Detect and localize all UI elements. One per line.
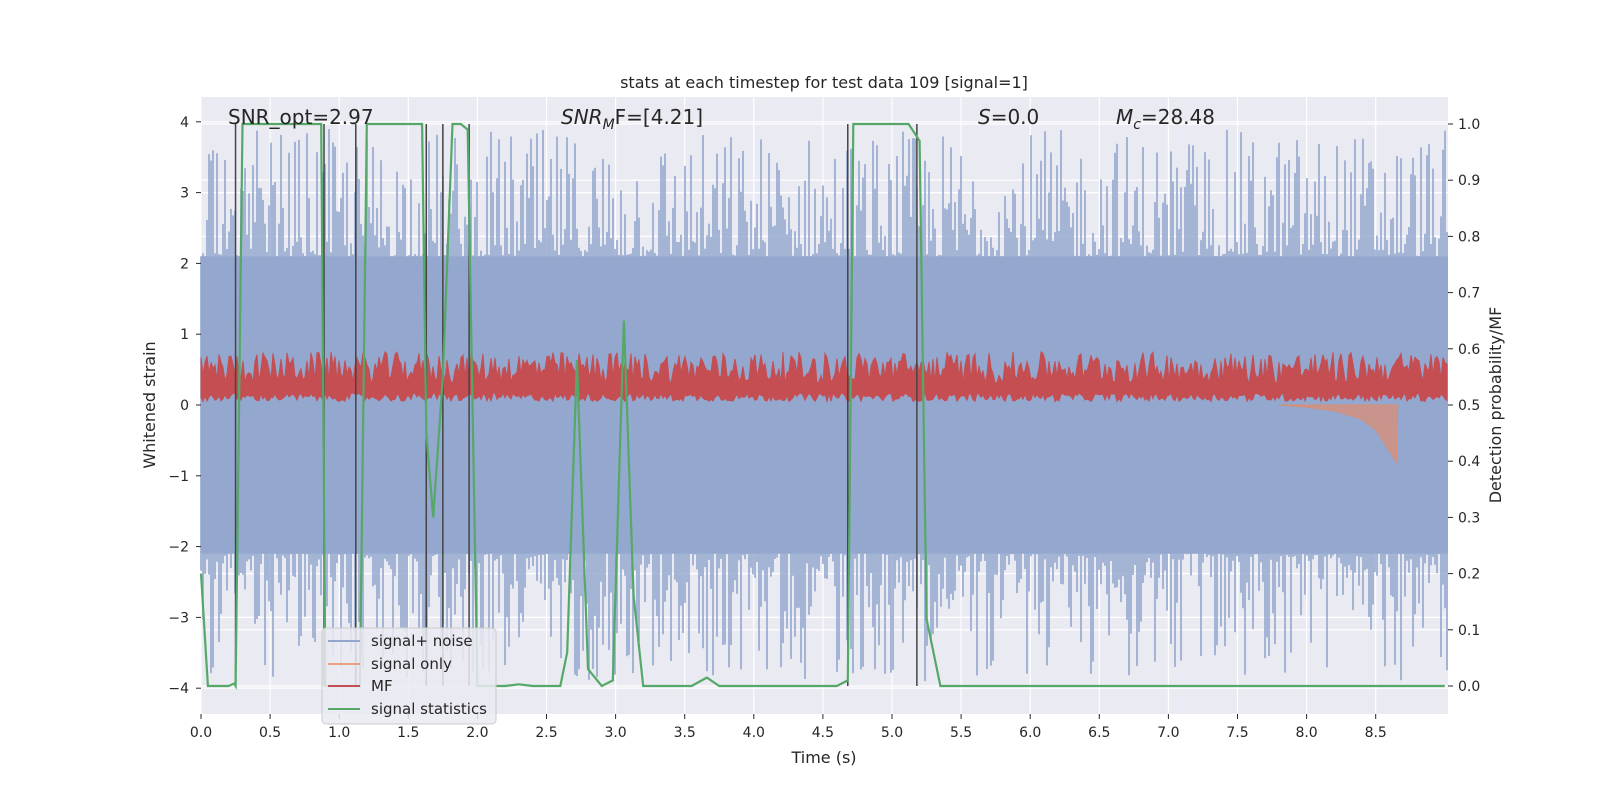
- x-tick-label: 8.0: [1295, 725, 1317, 741]
- legend: signal+ noise signal only MF signal stat…: [321, 627, 497, 725]
- signal-only-trace: [1278, 404, 1399, 464]
- legend-label-signal-noise: signal+ noise: [371, 632, 473, 650]
- y-right-tick-label: 0.3: [1458, 510, 1480, 526]
- mf-series: [200, 350, 1448, 404]
- y-left-tick-label: 0: [180, 398, 189, 414]
- x-tick-label: 4.0: [743, 725, 765, 741]
- y-left-tick-label: −2: [168, 540, 189, 556]
- y-left-tick-label: 3: [180, 186, 189, 202]
- y-axis-left-title: Whitened strain: [140, 341, 159, 468]
- x-tick-label: 7.5: [1226, 725, 1248, 741]
- x-tick-label: 6.0: [1019, 725, 1041, 741]
- x-tick-label: 7.0: [1157, 725, 1179, 741]
- y-right-tick-label: 0.8: [1458, 229, 1480, 245]
- chart-title: stats at each timestep for test data 109…: [620, 73, 1028, 92]
- x-tick-label: 0.0: [190, 725, 212, 741]
- y-axis-right-title: Detection probability/MF: [1486, 307, 1505, 504]
- y-right-tick-label: 1.0: [1458, 117, 1480, 133]
- y-right-tick-label: 0.5: [1458, 398, 1480, 414]
- y-left-tick-label: 2: [180, 256, 189, 272]
- mf-trace: [200, 350, 1448, 404]
- signal-only-series: [1278, 404, 1399, 464]
- x-tick-label: 6.5: [1088, 725, 1110, 741]
- s-annotation: S=0.0: [978, 105, 1039, 129]
- y-left-tick-label: −1: [168, 469, 189, 485]
- x-tick-label: 1.0: [328, 725, 350, 741]
- y-left-tick-label: −4: [168, 681, 189, 697]
- snr-mf-annotation: SNRMF=[4.21]: [561, 105, 703, 133]
- x-tick-label: 0.5: [259, 725, 281, 741]
- y-axis-right: 1.0 0.9 0.8 0.7 0.6 0.5 0.4 0.3 0.2 0.1 0.0: [1448, 117, 1480, 695]
- legend-label-signal-statistics: signal statistics: [371, 700, 487, 718]
- x-axis: 0.0 0.5 1.0 1.5 2.0 2.5 3.0 3.5 4.0 4.5 5.0 5.5 6.0 6…: [190, 714, 1387, 741]
- x-tick-label: 3.0: [604, 725, 626, 741]
- y-left-tick-label: 1: [180, 327, 189, 343]
- x-tick-label: 5.0: [881, 725, 903, 741]
- y-right-tick-label: 0.1: [1458, 623, 1480, 639]
- mc-annotation: Mc=28.48: [1116, 105, 1215, 133]
- x-tick-label: 2.5: [535, 725, 557, 741]
- y-right-tick-label: 0.0: [1458, 679, 1480, 695]
- legend-label-signal-only: signal only: [371, 655, 452, 673]
- y-right-tick-label: 0.6: [1458, 342, 1480, 358]
- snr-opt-annotation: SNR_opt=2.97: [228, 105, 374, 129]
- x-tick-label: 2.0: [466, 725, 488, 741]
- legend-box: [321, 627, 497, 725]
- x-tick-label: 8.5: [1365, 725, 1387, 741]
- y-left-tick-label: −3: [168, 610, 189, 626]
- legend-label-mf: MF: [371, 677, 393, 695]
- y-right-tick-label: 0.4: [1458, 454, 1480, 470]
- y-right-tick-label: 0.2: [1458, 567, 1480, 583]
- y-axis-left: 4 3 2 1 0 −1 −2 −3 −4: [168, 115, 201, 697]
- y-right-tick-label: 0.9: [1458, 173, 1480, 189]
- x-tick-label: 1.5: [397, 725, 419, 741]
- x-tick-label: 4.5: [812, 725, 834, 741]
- y-right-tick-label: 0.7: [1458, 286, 1480, 302]
- x-axis-title: Time (s): [790, 748, 856, 767]
- y-left-tick-label: 4: [180, 115, 189, 131]
- x-tick-label: 5.5: [950, 725, 972, 741]
- x-tick-label: 3.5: [674, 725, 696, 741]
